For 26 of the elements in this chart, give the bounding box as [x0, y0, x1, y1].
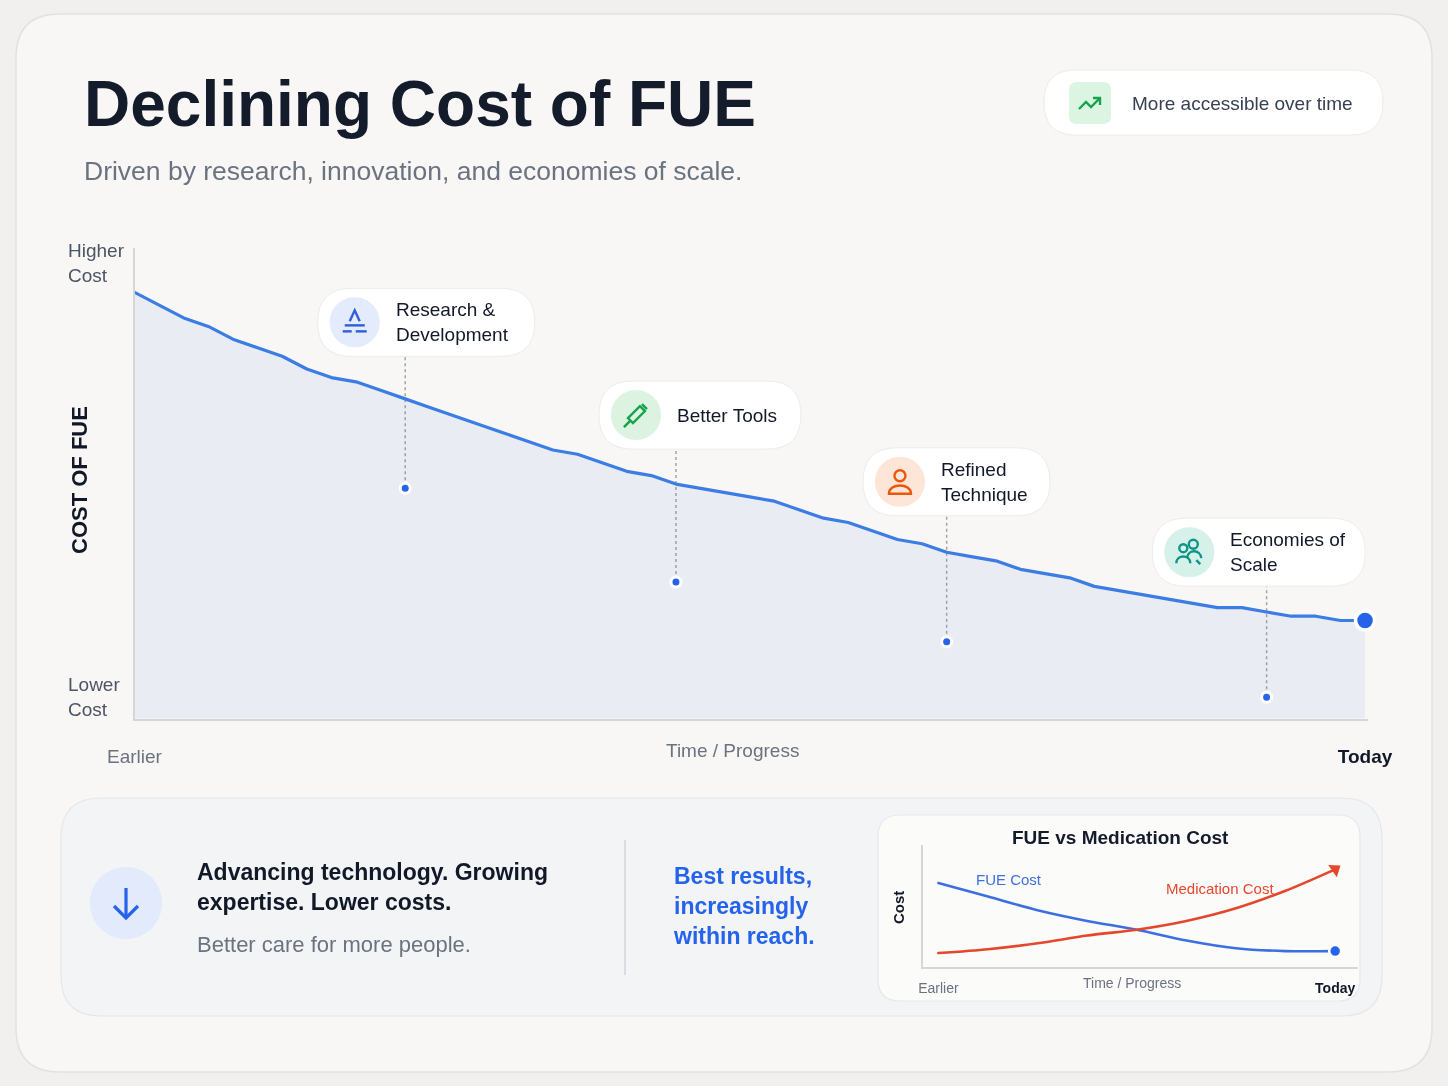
- point: [669, 575, 683, 589]
- x-tick-label: Earlier: [918, 980, 959, 997]
- point: [1260, 690, 1274, 704]
- text: Advancing technology. Growing expertise. Lower costs.: [197, 859, 548, 915]
- text: Lower Cost: [68, 674, 121, 720]
- y-axis-title: COST OF FUE: [67, 406, 92, 554]
- chart-title: Declining Cost of FUE: [84, 68, 756, 140]
- text: Higher Cost: [68, 240, 125, 286]
- annotation: Refined Technique: [941, 459, 1028, 505]
- point: [1353, 609, 1377, 632]
- y-axis-title: Cost: [890, 890, 907, 924]
- annotation: Economies of Scale: [1230, 529, 1346, 575]
- x-axis-title: Time / Progress: [1083, 975, 1182, 991]
- text: Best results, increasingly within reach.: [673, 863, 815, 949]
- text: Better care for more people.: [197, 932, 471, 957]
- annotation: Research & Development: [396, 299, 509, 345]
- chart-title: FUE vs Medication Cost: [1012, 827, 1230, 848]
- annotation: Better Tools: [677, 405, 777, 426]
- x-tick-label: Earlier: [107, 746, 163, 768]
- point: [940, 635, 954, 649]
- x-axis-title: Time / Progress: [666, 740, 800, 761]
- x-tick-label: Today: [1315, 980, 1356, 997]
- chart-subtitle: Driven by research, innovation, and economies of scale.: [84, 156, 743, 186]
- point: [398, 481, 412, 495]
- x-tick-label: Today: [1337, 746, 1393, 768]
- text: More accessible over time: [1132, 93, 1353, 114]
